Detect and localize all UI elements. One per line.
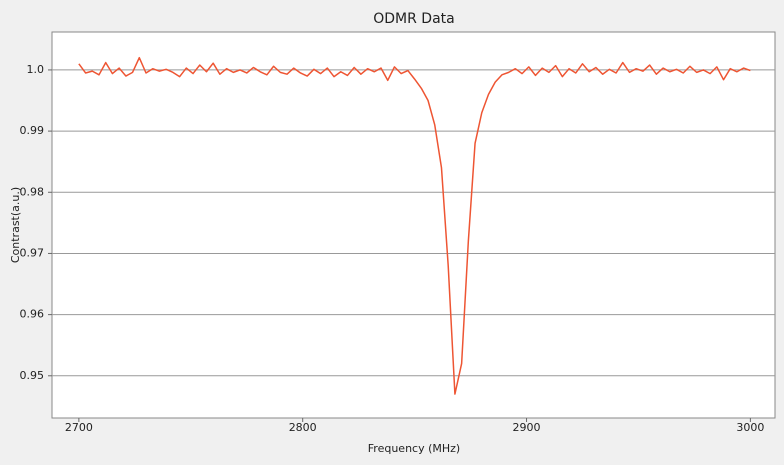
y-tick-label: 0.97 bbox=[20, 246, 45, 259]
y-axis-label: Contrast(a.u.) bbox=[9, 187, 22, 263]
y-tick-label: 0.99 bbox=[20, 124, 45, 137]
x-tick-label: 2800 bbox=[289, 421, 317, 434]
x-tick-label: 2900 bbox=[513, 421, 541, 434]
x-tick-label: 2700 bbox=[65, 421, 93, 434]
x-tick-label: 3000 bbox=[736, 421, 764, 434]
y-tick-label: 1.0 bbox=[27, 63, 45, 76]
plot-area bbox=[51, 31, 776, 419]
chart-title: ODMR Data bbox=[373, 11, 454, 27]
data-line bbox=[78, 56, 751, 395]
y-tick-label: 0.96 bbox=[20, 308, 45, 321]
y-tick-label: 0.98 bbox=[20, 185, 45, 198]
x-axis-label: Frequency (MHz) bbox=[368, 442, 460, 455]
y-tick-label: 0.95 bbox=[20, 369, 45, 382]
